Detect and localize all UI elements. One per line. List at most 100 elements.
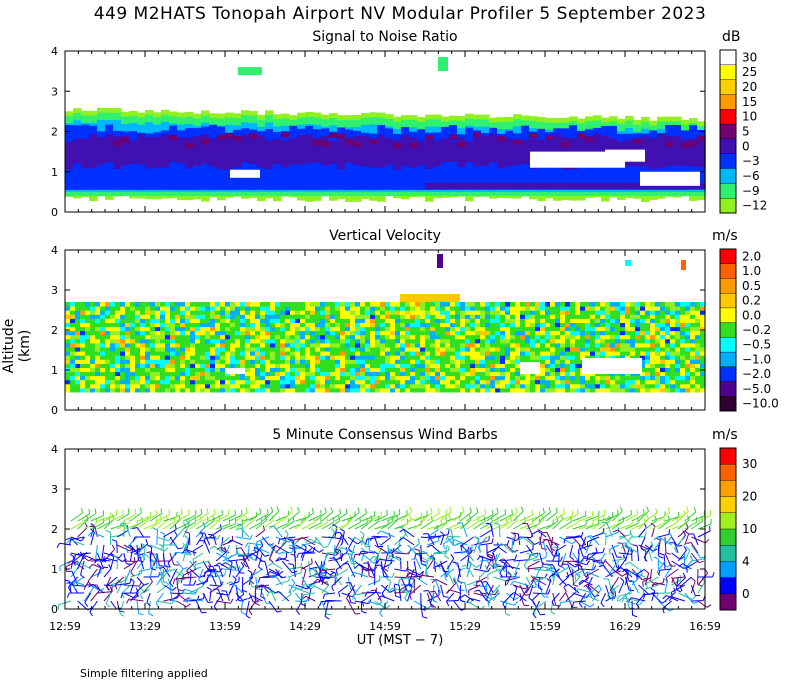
velocity-cell xyxy=(650,318,656,323)
velocity-cell xyxy=(560,371,566,377)
velocity-cell xyxy=(425,326,431,332)
velocity-cell xyxy=(210,330,216,336)
velocity-cell xyxy=(240,387,246,393)
velocity-cell xyxy=(620,314,626,319)
wind-barb xyxy=(169,536,179,550)
velocity-cell xyxy=(335,387,341,393)
velocity-cell xyxy=(445,330,451,336)
wind-barb-flag xyxy=(194,589,198,595)
velocity-cell xyxy=(575,363,581,368)
velocity-cell xyxy=(140,326,146,332)
velocity-cell xyxy=(80,379,86,385)
velocity-cell xyxy=(250,367,256,373)
velocity-cell xyxy=(690,318,696,323)
wind-barb xyxy=(215,572,224,586)
wind-barb xyxy=(413,560,418,577)
velocity-cell xyxy=(440,314,446,319)
velocity-cell xyxy=(700,338,706,344)
wind-barb xyxy=(123,524,138,530)
velocity-cell xyxy=(95,351,101,356)
wind-barb-flag xyxy=(339,508,341,514)
velocity-cell xyxy=(130,318,136,323)
velocity-cell xyxy=(65,375,71,381)
velocity-cell xyxy=(150,387,156,393)
velocity-cell xyxy=(320,351,326,356)
wind-barb xyxy=(91,531,105,538)
wind-barb xyxy=(229,558,244,562)
velocity-cell xyxy=(640,310,646,315)
velocity-cell xyxy=(695,375,701,381)
velocity-cell xyxy=(515,375,521,381)
velocity-cell xyxy=(360,387,366,393)
velocity-cell xyxy=(585,383,591,389)
velocity-cell xyxy=(285,330,291,336)
wind-barb-flag xyxy=(244,542,249,548)
wind-barb xyxy=(106,576,118,587)
velocity-cell xyxy=(435,342,441,348)
velocity-cell xyxy=(375,326,381,332)
velocity-cell xyxy=(425,306,431,311)
velocity-cell xyxy=(475,334,481,340)
velocity-cell xyxy=(155,367,161,373)
wind-barb-flag xyxy=(335,548,341,551)
wind-barb-flag xyxy=(439,531,445,536)
velocity-heatmap xyxy=(65,254,706,393)
velocity-cell xyxy=(625,314,631,319)
velocity-cell xyxy=(440,322,446,328)
velocity-cell xyxy=(195,314,201,319)
wind-barb-flag xyxy=(259,508,262,514)
velocity-cell xyxy=(220,387,226,393)
velocity-cell xyxy=(290,338,296,344)
velocity-cell xyxy=(260,306,266,311)
velocity-cell xyxy=(600,302,606,307)
velocity-cell xyxy=(190,375,196,381)
velocity-cell xyxy=(615,330,621,336)
wind-barb xyxy=(70,536,85,541)
wind-barb xyxy=(245,600,250,616)
wind-barb-flag xyxy=(69,553,75,558)
velocity-cell xyxy=(285,355,291,360)
velocity-cell xyxy=(270,379,276,385)
velocity-cell xyxy=(480,347,486,352)
velocity-cell xyxy=(680,302,686,307)
wind-barb-flag xyxy=(420,563,427,566)
velocity-cell xyxy=(575,334,581,340)
velocity-cell xyxy=(580,338,586,344)
velocity-cell xyxy=(650,363,656,368)
velocity-cell xyxy=(265,302,271,307)
velocity-cell xyxy=(435,322,441,328)
velocity-cell xyxy=(575,351,581,356)
velocity-cell xyxy=(215,322,221,328)
velocity-cell xyxy=(455,342,461,348)
wind-barb xyxy=(262,511,274,522)
velocity-cell xyxy=(640,379,646,385)
velocity-cell xyxy=(185,387,191,393)
velocity-cell xyxy=(460,387,466,393)
wind-barb-flag xyxy=(485,522,491,525)
velocity-cell xyxy=(565,355,571,360)
snr-cell xyxy=(201,183,210,189)
velocity-cell xyxy=(220,367,226,373)
velocity-cell xyxy=(290,342,296,348)
velocity-cell xyxy=(390,367,396,373)
wind-barb-flag xyxy=(461,565,467,567)
snr-cell xyxy=(697,135,706,141)
velocity-cell xyxy=(595,383,601,389)
wind-barb xyxy=(279,536,296,540)
velocity-cell xyxy=(265,334,271,340)
velocity-cell xyxy=(105,318,111,323)
velocity-cell xyxy=(235,383,241,389)
velocity-cell xyxy=(455,347,461,352)
wind-barb xyxy=(539,511,551,522)
wind-barb-flag xyxy=(119,523,125,527)
velocity-cell xyxy=(610,314,616,319)
velocity-cell xyxy=(380,326,386,332)
velocity-cell xyxy=(280,314,286,319)
velocity-cell xyxy=(140,359,146,364)
wind-barb xyxy=(460,519,472,530)
velocity-cell xyxy=(165,338,171,344)
velocity-cell xyxy=(250,342,256,348)
wind-barb-flag xyxy=(379,612,383,618)
velocity-cell xyxy=(400,330,406,336)
velocity-cell xyxy=(315,306,321,311)
